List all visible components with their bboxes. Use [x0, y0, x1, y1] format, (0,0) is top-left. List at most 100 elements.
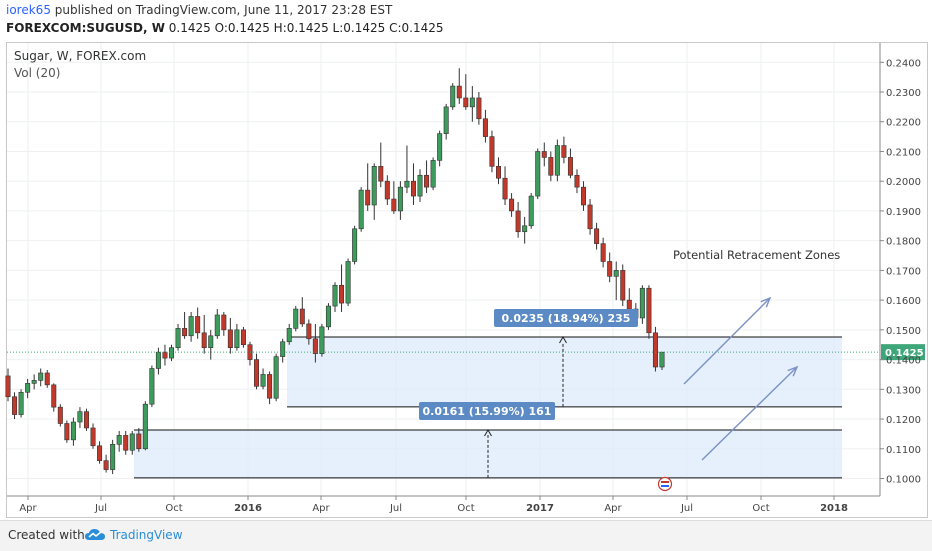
candle: [587, 199, 593, 235]
x-tick-label: Jul: [680, 503, 693, 514]
candle-body: [103, 460, 109, 470]
candle-body: [509, 198, 515, 212]
candle-body: [469, 97, 475, 108]
candle-body: [489, 136, 495, 167]
publish-info: published on TradingView.com, June 11, 2…: [50, 3, 393, 17]
candle: [155, 347, 161, 375]
candle-body: [541, 151, 547, 158]
candle: [502, 166, 508, 205]
candle: [450, 83, 456, 110]
candle: [182, 312, 188, 339]
measure-label-upper: 0.0235 (18.94%) 235: [502, 312, 631, 325]
retracement-zone: [287, 336, 842, 407]
symbol-name: FOREXCOM:SUGUSD, W: [6, 21, 165, 35]
candle-body: [25, 383, 31, 393]
candle: [64, 420, 70, 443]
tradingview-brand[interactable]: TradingView: [110, 528, 183, 542]
candle: [169, 344, 175, 362]
publish-line: iorek65 published on TradingView.com, Ju…: [6, 3, 392, 17]
x-tick-label: 2018: [820, 503, 848, 514]
x-tick-label: Apr: [312, 503, 330, 514]
candle-body: [561, 145, 567, 158]
y-tick-label: 0.1100: [886, 445, 921, 456]
candle-body: [456, 85, 462, 99]
candle-body: [567, 157, 573, 176]
candle-body: [162, 351, 168, 359]
candle: [123, 430, 129, 455]
y-tick-label: 0.1000: [886, 475, 921, 486]
candle-body: [443, 106, 449, 134]
candle-body: [70, 421, 76, 441]
candle: [535, 148, 541, 200]
candle-body: [286, 328, 292, 343]
candle-body: [613, 270, 619, 277]
candle: [149, 365, 155, 408]
author-link[interactable]: iorek65: [6, 3, 51, 17]
candle: [495, 157, 501, 185]
candle-body: [18, 391, 24, 415]
candle: [659, 351, 665, 370]
candle: [581, 181, 587, 211]
event-flag-circle: [657, 476, 673, 492]
candle: [437, 130, 443, 167]
candle: [378, 142, 384, 188]
candle: [44, 369, 50, 388]
candle: [129, 430, 135, 455]
candle-body: [273, 356, 279, 399]
candle-body: [639, 287, 645, 319]
candle-body: [123, 435, 129, 451]
x-tick-label: Jul: [389, 503, 402, 514]
candle: [352, 225, 358, 265]
candle-body: [312, 338, 318, 354]
candle: [463, 74, 469, 110]
candle-body: [267, 374, 273, 399]
tradingview-cloud-icon[interactable]: [84, 527, 106, 543]
candle: [410, 163, 416, 205]
candle-body: [51, 384, 57, 408]
candle-body: [620, 270, 626, 301]
candle-body: [528, 195, 534, 227]
candle-body: [254, 359, 260, 387]
candle: [339, 264, 345, 313]
y-tick-label: 0.1800: [886, 237, 921, 248]
candle-body: [365, 189, 371, 206]
candle: [476, 92, 482, 125]
candle: [600, 237, 606, 268]
candle: [332, 282, 338, 313]
candle-body: [201, 332, 207, 348]
indicator-legend[interactable]: Vol (20): [14, 66, 61, 80]
x-tick-label: Apr: [19, 503, 37, 514]
candle: [312, 323, 318, 363]
candle: [384, 175, 390, 205]
candle-body: [476, 97, 482, 120]
x-tick-label: Oct: [457, 503, 474, 514]
candle-body: [554, 145, 560, 176]
candle: [195, 307, 201, 339]
candle-body: [652, 332, 658, 368]
candle-body: [535, 151, 541, 197]
candle: [5, 368, 11, 402]
candle: [358, 187, 364, 232]
y-tick-label: 0.1700: [886, 266, 921, 277]
candle-body: [574, 174, 580, 188]
candle-body: [306, 323, 312, 340]
y-tick-label: 0.2200: [886, 118, 921, 129]
candle-body: [646, 287, 652, 334]
candle: [561, 136, 567, 164]
candle-body: [515, 210, 521, 233]
candle-body: [214, 314, 220, 337]
candle-body: [208, 335, 214, 348]
candle: [97, 441, 103, 464]
candle: [70, 417, 76, 446]
created-with-label: Created with: [8, 528, 85, 542]
candle: [227, 317, 233, 354]
candle: [208, 329, 214, 360]
candle-body: [57, 406, 63, 424]
candle: [116, 430, 122, 452]
candle-body: [437, 133, 443, 161]
candle: [38, 368, 44, 387]
candle: [509, 193, 515, 217]
candle: [430, 157, 436, 191]
candle: [541, 142, 547, 167]
